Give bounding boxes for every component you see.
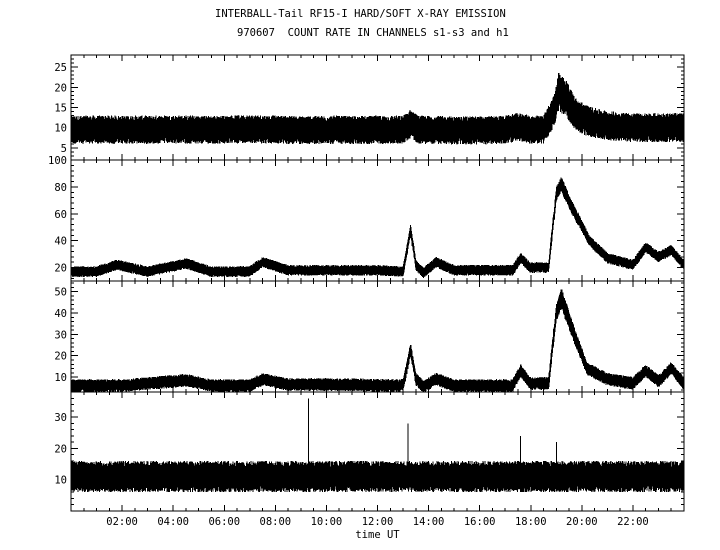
panel-4-ytick-label: 30 — [54, 412, 67, 424]
xtick-label: 16:00 — [464, 516, 496, 528]
panel-4-frame — [70, 391, 685, 512]
panel-1-ytick-label: 20 — [54, 82, 67, 94]
panel-1-ytick-label: 5 — [61, 143, 67, 155]
panel-3-ytick-label: 30 — [54, 329, 67, 341]
panel-3-ytick-label: 10 — [54, 372, 67, 384]
panel-4-ytick-label: 10 — [54, 475, 67, 487]
panel-1-ytick-label: 15 — [54, 103, 67, 115]
panel-2-frame — [70, 159, 685, 282]
panel-3-ytick-label: 40 — [54, 308, 67, 320]
panel-2-series-line — [70, 177, 685, 278]
xtick-label: 18:00 — [515, 516, 547, 528]
x-axis-label: time UT — [355, 529, 400, 541]
panel-2-ytick-label: 20 — [54, 263, 67, 275]
xtick-label: 06:00 — [208, 516, 240, 528]
panel-1-ytick-label: 10 — [54, 123, 67, 135]
panel-1-series-line — [70, 72, 685, 145]
xtick-label: 10:00 — [311, 516, 343, 528]
xtick-label: 22:00 — [617, 516, 649, 528]
panel-4-ytick-label: 20 — [54, 443, 67, 455]
panel-2-ytick-label: 80 — [54, 182, 67, 194]
panel-3-ytick-label: 50 — [54, 287, 67, 299]
panel-3-series-line — [70, 289, 685, 392]
xtick-label: 12:00 — [362, 516, 394, 528]
xtick-label: 08:00 — [260, 516, 292, 528]
xtick-label: 14:00 — [413, 516, 445, 528]
xtick-label: 04:00 — [157, 516, 189, 528]
panel-1-frame — [70, 54, 685, 161]
panel-2-ytick-label: 60 — [54, 209, 67, 221]
chart-title: INTERBALL-Tail RF15-I HARD/SOFT X-RAY EM… — [215, 8, 506, 20]
panel-1-ytick-label: 25 — [54, 62, 67, 74]
xtick-label: 02:00 — [106, 516, 138, 528]
panel-2-ytick-label: 40 — [54, 236, 67, 248]
xtick-label: 20:00 — [566, 516, 598, 528]
panel-2-ytick-label: 100 — [48, 155, 67, 167]
chart-subtitle: 970607 COUNT RATE IN CHANNELS s1-s3 and … — [237, 27, 509, 39]
panel-3-ytick-label: 20 — [54, 351, 67, 363]
panel-4-series-line — [70, 398, 685, 493]
